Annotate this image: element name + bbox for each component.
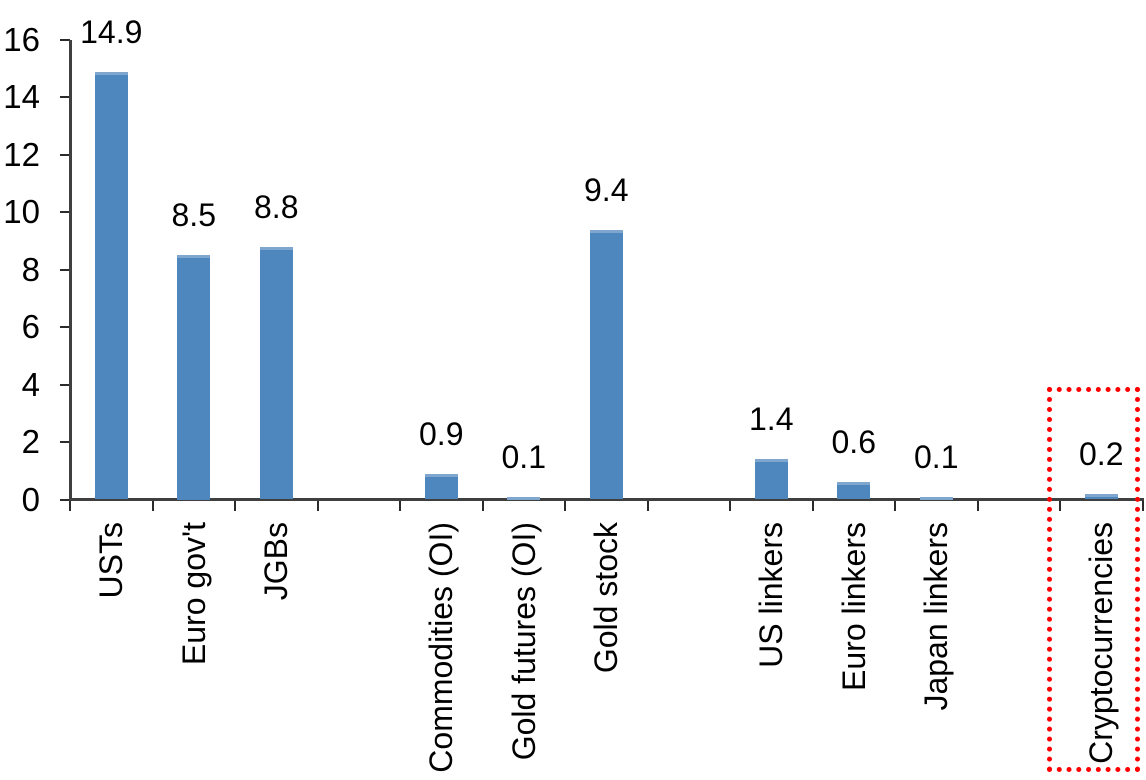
bar-gold-stock <box>589 229 623 500</box>
y-axis-tick-label: 4 <box>21 365 40 403</box>
bar-value-label: 14.9 <box>80 13 143 50</box>
y-axis-tick-label: 0 <box>21 480 40 518</box>
x-axis-tick <box>646 499 649 511</box>
x-axis-tick <box>151 499 154 511</box>
bar-euro-gov-t <box>177 255 211 500</box>
bar-gold-futures-oi- <box>507 496 541 500</box>
x-axis-category-label: USTs <box>93 522 130 599</box>
x-axis-tick <box>316 499 319 511</box>
x-axis-tick <box>1059 499 1061 511</box>
y-axis-tick <box>60 326 70 329</box>
x-axis-line <box>68 498 1144 501</box>
x-axis-category-label: Euro gov't <box>175 522 212 666</box>
x-axis-category-label: Gold stock <box>588 522 625 674</box>
x-axis-tick <box>976 499 979 511</box>
y-axis-tick <box>60 211 70 214</box>
y-axis-tick-label: 14 <box>3 78 40 116</box>
bar-value-label: 0.9 <box>419 415 464 452</box>
y-axis-tick <box>60 383 70 386</box>
x-axis-category-label: US linkers <box>753 522 790 668</box>
cryptocurrencies-highlight-box <box>1047 387 1140 772</box>
bar-value-label: 1.4 <box>749 401 794 438</box>
y-axis-tick-label: 10 <box>3 193 40 231</box>
y-axis-tick <box>60 498 70 501</box>
bar-value-label: 0.1 <box>914 438 959 475</box>
bar-value-label: 0.6 <box>831 424 876 461</box>
y-axis-line <box>68 40 72 501</box>
y-axis-tick-label: 8 <box>21 250 40 288</box>
y-axis-tick <box>60 96 70 99</box>
bar-japan-linkers <box>919 496 953 500</box>
x-axis-tick <box>811 499 814 511</box>
bar-cryptocurrencies <box>1084 493 1118 500</box>
x-axis-tick <box>234 499 236 511</box>
y-axis-tick <box>60 153 70 156</box>
bar-us-linkers <box>754 459 788 500</box>
x-axis-category-label: Euro linkers <box>835 522 872 691</box>
x-axis-category-label: Japan linkers <box>918 522 955 711</box>
y-axis-tick <box>60 39 70 41</box>
bar-value-label: 8.8 <box>254 188 299 225</box>
x-axis-category-label: Gold futures (OI) <box>505 522 542 761</box>
bar-value-label: 9.4 <box>584 171 629 208</box>
x-axis-tick <box>399 499 401 511</box>
bar-value-label: 8.5 <box>171 197 216 234</box>
x-axis-tick <box>894 499 896 511</box>
y-axis-tick-label: 16 <box>3 21 40 58</box>
y-axis-tick-label: 2 <box>21 423 40 461</box>
bar-jgbs <box>259 246 293 500</box>
x-axis-tick <box>69 499 71 511</box>
bar-usts <box>94 71 128 500</box>
x-axis-tick <box>481 499 484 511</box>
y-axis-tick <box>60 268 70 271</box>
y-axis-tick-label: 12 <box>3 135 40 173</box>
x-axis-tick <box>1141 499 1144 511</box>
x-axis-category-label: Commodities (OI) <box>423 522 460 773</box>
y-axis-tick <box>60 441 70 444</box>
x-axis-tick <box>729 499 731 511</box>
x-axis-category-label: JGBs <box>258 522 295 601</box>
y-axis-tick-label: 6 <box>21 308 40 346</box>
bar-euro-linkers <box>837 482 871 500</box>
bar-value-label: 0.2 <box>1079 435 1124 472</box>
x-axis-tick <box>564 499 566 511</box>
bar-commodities-oi- <box>424 473 458 500</box>
bar-value-label: 0.1 <box>501 438 546 475</box>
